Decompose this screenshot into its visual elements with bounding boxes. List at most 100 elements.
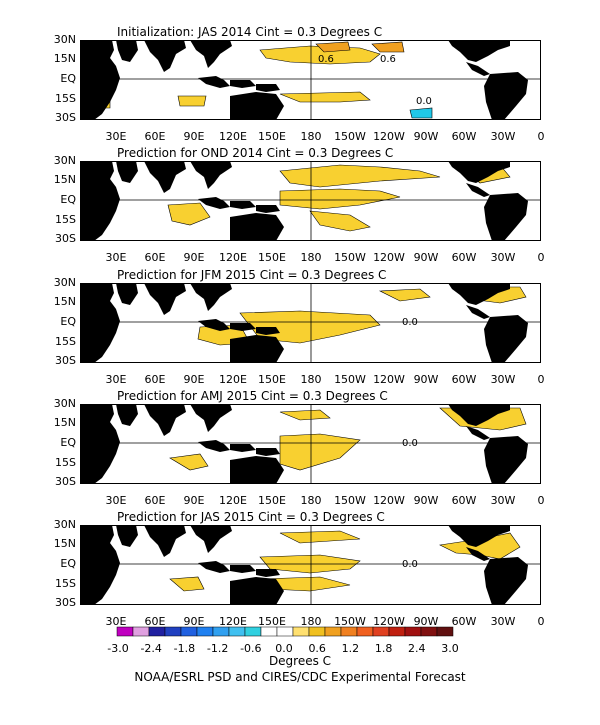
land-mass: [230, 201, 256, 209]
land-mass: [116, 161, 138, 183]
lon-label: 90W: [413, 494, 439, 507]
warm-anomaly-region: [167, 202, 211, 226]
land-mass: [484, 557, 528, 605]
warm-anomaly-region: [279, 91, 371, 103]
warm-anomaly-region: [378, 288, 431, 302]
contour-label: 0.0: [402, 438, 418, 449]
land-mass: [80, 161, 120, 241]
lat-label: 15N: [53, 173, 76, 186]
lon-label: 90E: [183, 494, 205, 507]
map-frame: [80, 161, 541, 241]
land-mass: [144, 404, 186, 436]
warm-anomaly-region: [169, 576, 205, 592]
land-mass: [144, 161, 186, 193]
lat-label: 15S: [55, 577, 76, 590]
land-mass: [484, 315, 528, 363]
lon-label: 150E: [258, 373, 286, 386]
colorbar-cell: [116, 626, 134, 637]
lon-label: 120E: [219, 494, 247, 507]
lon-label: 30E: [105, 615, 127, 628]
colorbar-cell: [276, 626, 294, 637]
lon-label: 60W: [451, 251, 477, 264]
map-frame: [80, 525, 541, 605]
lon-label: 90E: [183, 130, 205, 143]
colorbar-tick-label: 1.8: [374, 642, 393, 655]
land-mass: [230, 213, 284, 241]
land-mass: [116, 283, 138, 305]
land-mass: [230, 92, 284, 120]
lon-label: 0: [537, 373, 545, 386]
lon-label: 180: [300, 615, 322, 628]
lon-label: 120E: [219, 373, 247, 386]
land-mass: [466, 183, 490, 197]
lon-label: 60E: [144, 615, 166, 628]
land-mass: [256, 84, 280, 92]
anomaly-map: 0.0: [80, 525, 541, 605]
land-mass: [448, 161, 510, 183]
colorbar-cell: [228, 626, 246, 637]
lon-label: 90W: [413, 373, 439, 386]
land-mass: [484, 72, 528, 120]
lon-label: 120E: [219, 615, 247, 628]
lon-label: 180: [300, 494, 322, 507]
land-mass: [256, 327, 280, 335]
land-mass: [256, 448, 280, 456]
panel-title: Prediction for AMJ 2015 Cint = 0.3 Degre…: [117, 389, 388, 403]
lon-label: 60E: [144, 373, 166, 386]
colorbar-cell: [324, 626, 342, 637]
lon-label: 30W: [490, 494, 516, 507]
lon-label: 120W: [373, 130, 405, 143]
lon-label: 120W: [373, 615, 405, 628]
colorbar-cell: [308, 626, 326, 637]
colorbar-cell: [148, 626, 166, 637]
land-mass: [484, 436, 528, 484]
lat-label: 30S: [55, 111, 76, 124]
warm-anomaly-region: [279, 409, 331, 421]
lon-label: 60E: [144, 251, 166, 264]
lat-label: 30S: [55, 232, 76, 245]
warm-anomaly-region: [309, 210, 371, 232]
anomaly-map: 0.0: [80, 404, 541, 484]
colorbar-tick-label: 0.0: [275, 642, 293, 655]
lat-label: 30N: [53, 276, 76, 289]
lat-label: 30N: [53, 33, 76, 46]
contour-label: 0.6: [380, 54, 396, 65]
lat-label: 15S: [55, 213, 76, 226]
lon-label: 60W: [451, 615, 477, 628]
lon-label: 90E: [183, 251, 205, 264]
warm-anomaly-region: [177, 95, 207, 107]
lat-label: EQ: [60, 315, 76, 328]
land-mass: [448, 283, 510, 305]
lon-label: 120E: [219, 251, 247, 264]
colorbar-cell: [196, 626, 214, 637]
colorbar-cell: [356, 626, 374, 637]
land-mass: [448, 404, 510, 426]
lat-label: EQ: [60, 436, 76, 449]
lon-label: 180: [300, 251, 322, 264]
land-mass: [230, 335, 284, 363]
lon-label: 30E: [105, 373, 127, 386]
lon-label: 120W: [373, 373, 405, 386]
colorbar-cell: [372, 626, 390, 637]
lat-label: 30S: [55, 475, 76, 488]
land-mass: [230, 444, 256, 452]
lon-label: 150E: [258, 130, 286, 143]
colorbar-cell: [244, 626, 262, 637]
lat-label: 15N: [53, 537, 76, 550]
warm-anomaly-region: [371, 41, 405, 53]
map-frame: [80, 40, 541, 120]
lat-label: 15S: [55, 335, 76, 348]
land-mass: [466, 305, 490, 319]
colorbar-cell: [388, 626, 406, 637]
contour-label: 0.0: [416, 96, 432, 107]
lat-label: 30S: [55, 596, 76, 609]
lon-label: 60E: [144, 130, 166, 143]
land-mass: [484, 193, 528, 241]
lon-label: 60E: [144, 494, 166, 507]
lon-label: 180: [300, 373, 322, 386]
colorbar-cell: [292, 626, 310, 637]
lon-label: 0: [537, 130, 545, 143]
lat-label: EQ: [60, 557, 76, 570]
lon-label: 90W: [413, 130, 439, 143]
